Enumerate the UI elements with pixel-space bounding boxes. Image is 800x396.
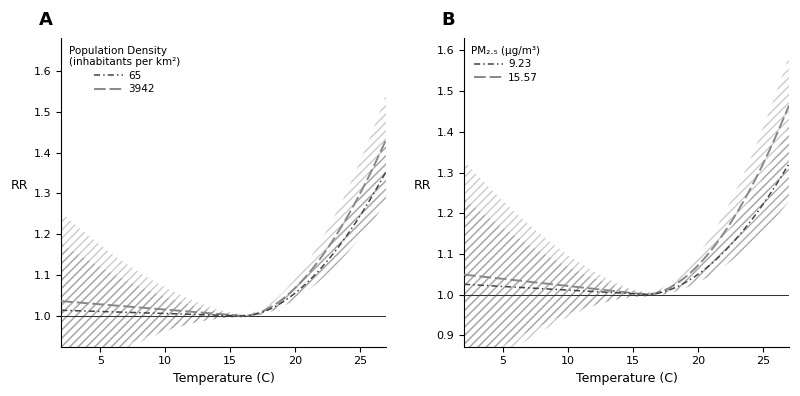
Legend: 9.23, 15.57: 9.23, 15.57	[470, 44, 542, 85]
Text: B: B	[442, 11, 455, 29]
X-axis label: Temperature (C): Temperature (C)	[173, 372, 274, 385]
Text: A: A	[38, 11, 52, 29]
Legend: 65, 3942: 65, 3942	[66, 44, 182, 97]
Y-axis label: RR: RR	[414, 179, 431, 192]
Y-axis label: RR: RR	[11, 179, 29, 192]
X-axis label: Temperature (C): Temperature (C)	[575, 372, 678, 385]
